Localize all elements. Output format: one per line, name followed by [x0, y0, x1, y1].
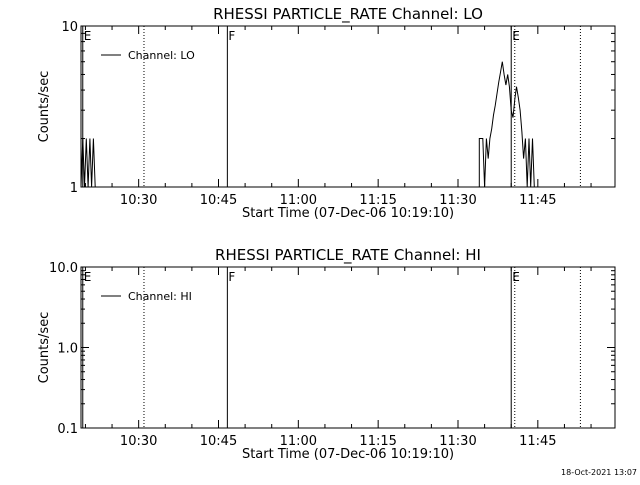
panel-hi: RHESSI PARTICLE_RATE Channel: HI 10:30 10:…: [37, 246, 616, 462]
chart-title-lo: RHESSI PARTICLE_RATE Channel: LO: [213, 5, 483, 24]
y-tick-label-hi: 1.0: [57, 342, 78, 357]
plot-frame-lo: [80, 25, 616, 188]
x-tick-label-hi: 11:45: [519, 434, 556, 449]
y-axis-label-hi: Counts/sec: [37, 312, 52, 384]
timestamp-label: 18-Oct-2021 13:07: [561, 468, 637, 477]
x-tick-label-lo: 11:45: [519, 193, 556, 208]
x-tick-label-hi: 10:45: [200, 434, 237, 449]
event-marker-label-hi: E: [84, 270, 92, 284]
event-marker-label-lo: E: [84, 29, 92, 43]
legend-entry-hi: Channel: HI: [128, 290, 192, 303]
legend-entry-lo: Channel: LO: [128, 49, 195, 62]
panel-lo: RHESSI PARTICLE_RATE Channel: LO 10:30 10:…: [37, 5, 616, 221]
y-tick-label-lo: 1: [70, 181, 78, 196]
event-marker-label-hi: E: [512, 270, 520, 284]
y-tick-label-hi: 10.0: [49, 261, 78, 276]
x-tick-label-lo: 11:15: [359, 193, 396, 208]
x-tick-label-lo: 11:30: [439, 193, 476, 208]
event-marker-label-lo: E: [512, 29, 520, 43]
x-tick-label-hi: 11:00: [280, 434, 317, 449]
x-axis-label-hi: Start Time (07-Dec-06 10:19:10): [242, 447, 454, 462]
series-line-lo: [80, 61, 535, 188]
x-tick-label-lo: 11:00: [280, 193, 317, 208]
x-axis-label-lo: Start Time (07-Dec-06 10:19:10): [242, 206, 454, 221]
y-axis-label-lo: Counts/sec: [37, 71, 52, 143]
x-tick-label-hi: 11:30: [439, 434, 476, 449]
y-tick-label-lo: 10: [61, 20, 78, 35]
x-tick-label-hi: 11:15: [359, 434, 396, 449]
event-marker-label-hi: F: [228, 270, 235, 284]
chart-title-hi: RHESSI PARTICLE_RATE Channel: HI: [215, 246, 481, 265]
x-tick-label-hi: 10:30: [120, 434, 157, 449]
y-tick-label-hi: 0.1: [57, 422, 78, 437]
event-marker-label-lo: F: [228, 29, 235, 43]
x-tick-label-lo: 10:30: [120, 193, 157, 208]
x-tick-label-lo: 10:45: [200, 193, 237, 208]
